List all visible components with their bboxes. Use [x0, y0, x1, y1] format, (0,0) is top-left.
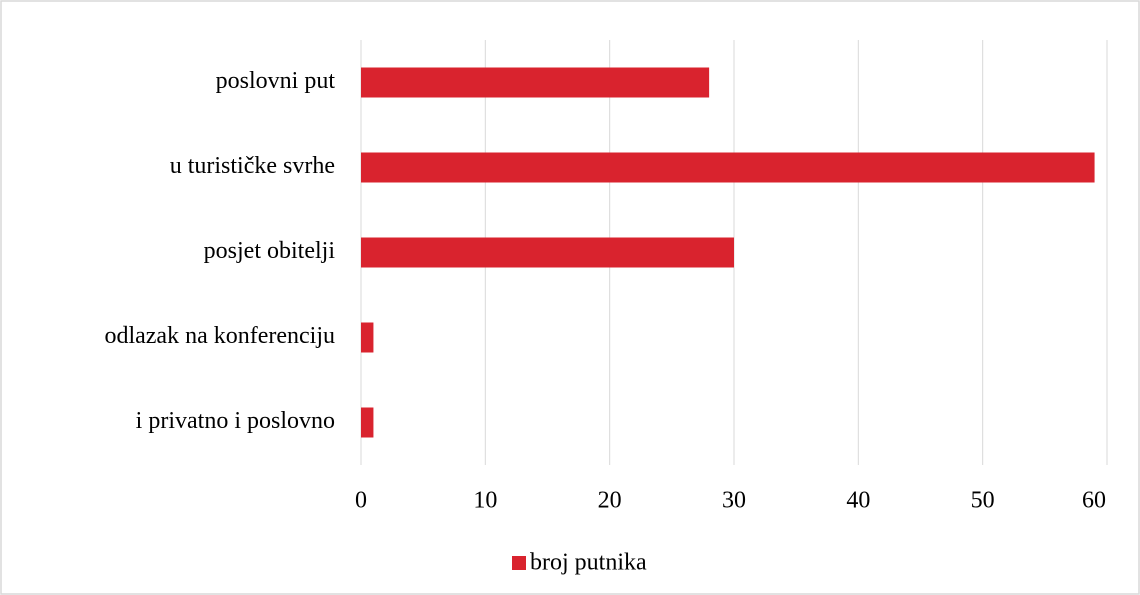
- y-tick-label: odlazak na konferenciju: [104, 323, 335, 349]
- y-tick-label: i privatno i poslovno: [136, 408, 335, 434]
- legend-label: broj putnika: [530, 550, 647, 576]
- bar: [361, 67, 710, 98]
- bar: [361, 407, 374, 438]
- legend-swatch: [512, 556, 526, 570]
- y-tick-label: posjet obitelji: [204, 238, 336, 264]
- x-tick-label: 20: [598, 488, 622, 514]
- x-tick-label: 10: [473, 488, 497, 514]
- x-tick-label: 40: [846, 488, 870, 514]
- y-tick-label: poslovni put: [216, 68, 336, 94]
- y-tick-label: u turističke svrhe: [170, 153, 335, 179]
- x-tick-label: 0: [355, 488, 367, 514]
- x-tick-label: 30: [722, 488, 746, 514]
- bar: [361, 237, 734, 268]
- bar: [361, 322, 374, 353]
- bar: [361, 152, 1095, 183]
- x-tick-label: 60: [1082, 488, 1106, 514]
- x-tick-label: 50: [971, 488, 995, 514]
